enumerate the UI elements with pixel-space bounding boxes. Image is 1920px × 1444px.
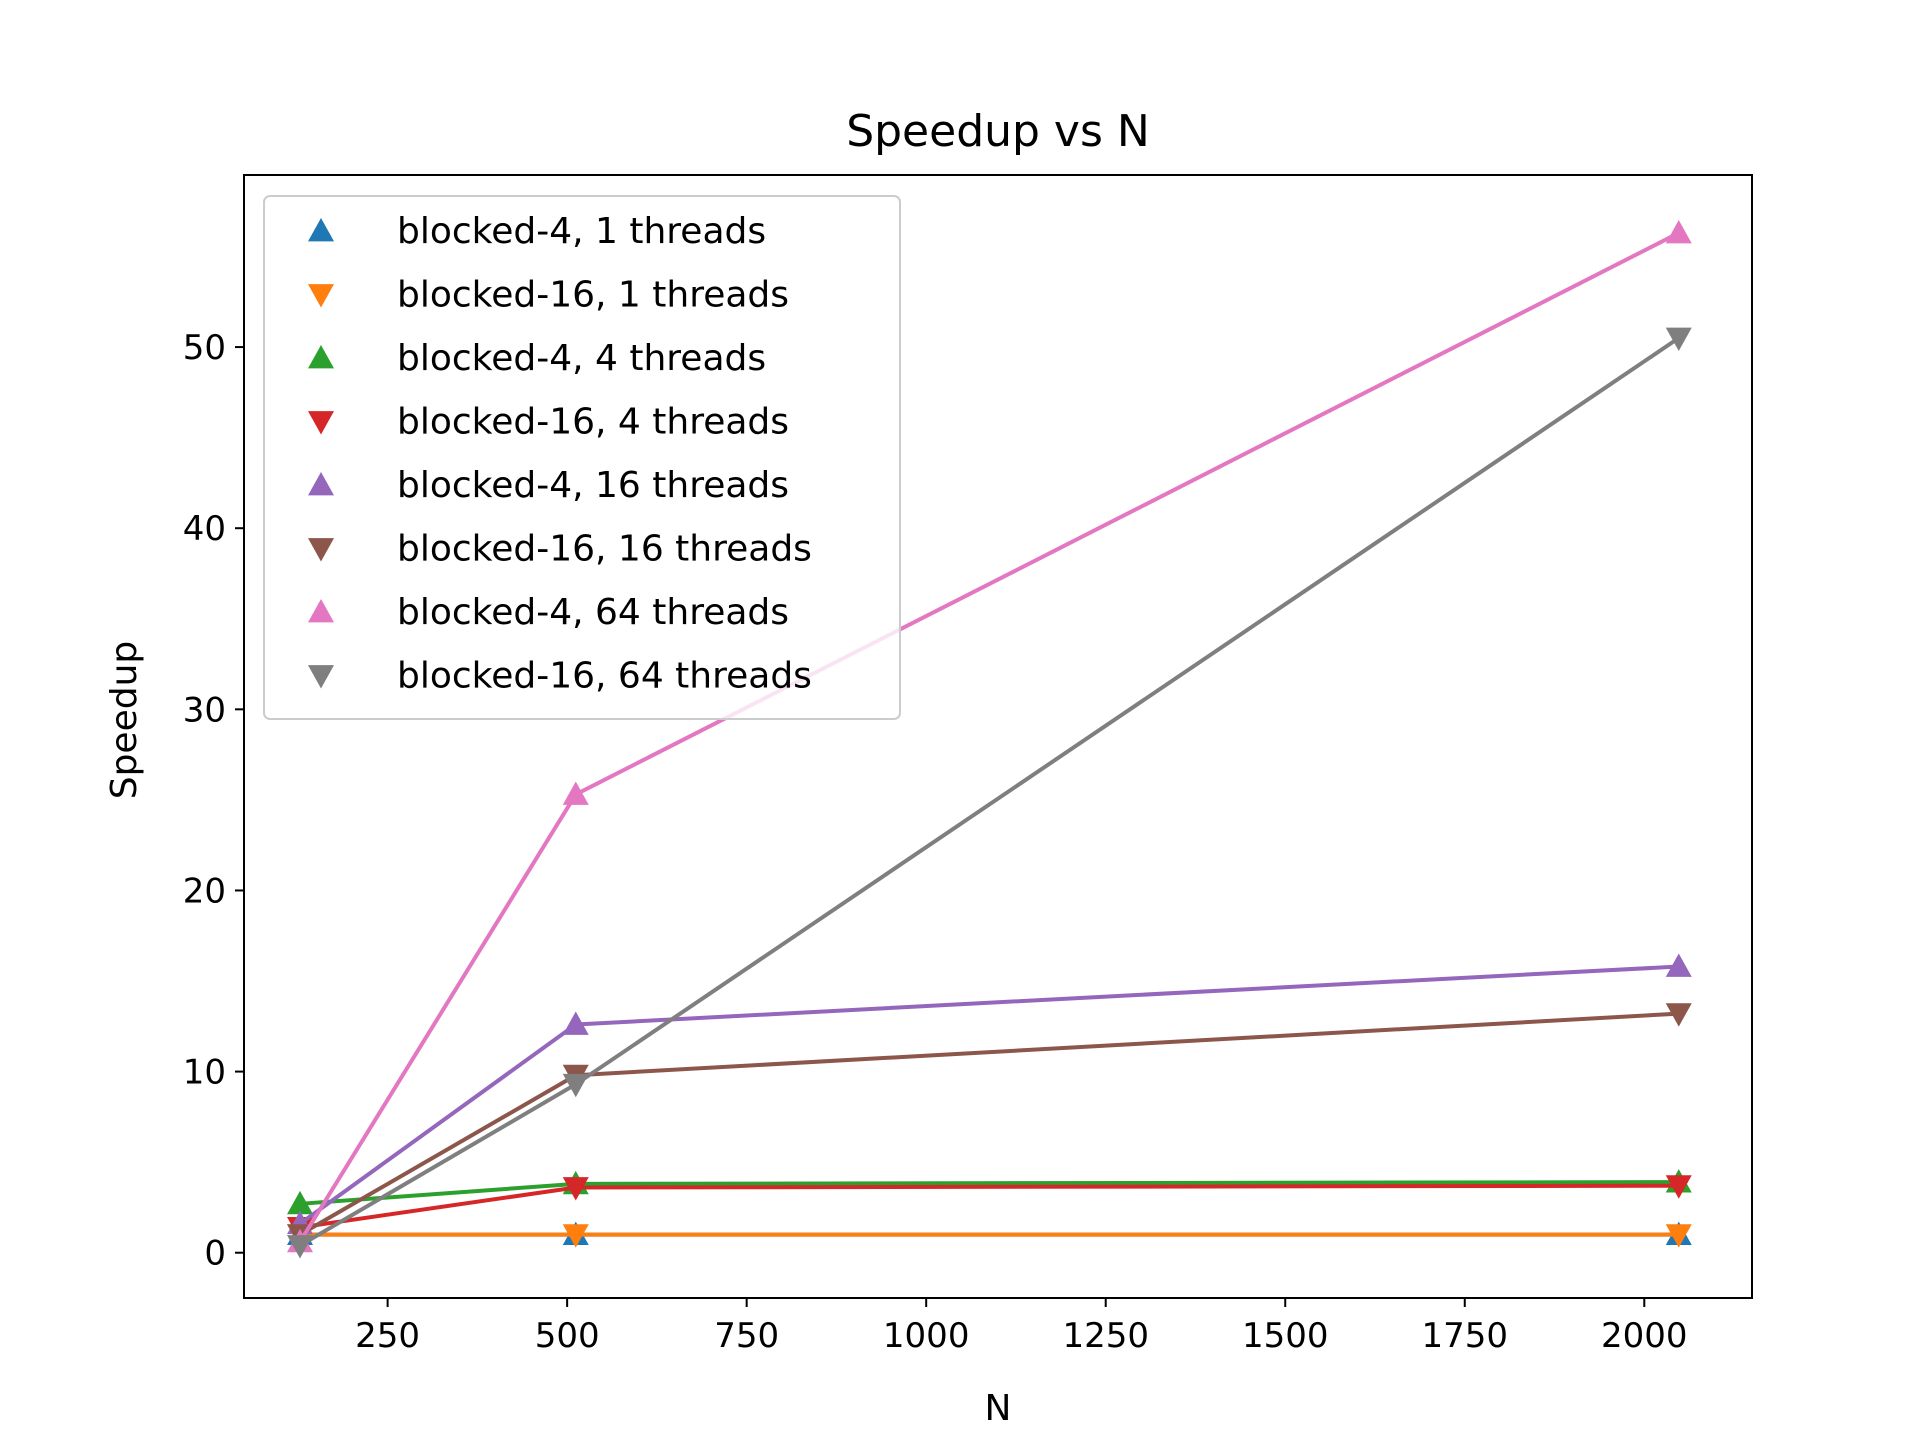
legend-entry: blocked-16, 1 threads [308,275,789,316]
legend-label: blocked-4, 64 threads [397,592,789,633]
plot-area [287,219,1692,1259]
x-tick-label: 1750 [1421,1316,1508,1356]
data-point [1665,219,1692,244]
data-point [1665,953,1692,977]
legend-entry: blocked-4, 4 threads [308,338,766,379]
axes: 250 500 750 1000 1250 1500 1750 2000 0 10 20 30 40 50 [183,174,1753,1356]
data-point [287,1235,314,1259]
legend-entry: blocked-16, 16 threads [308,529,812,570]
legend-entry: blocked-16, 64 threads [308,656,812,697]
x-tick-label: 250 [355,1316,420,1356]
chart-title: Speedup vs N [846,106,1150,157]
legend-marker [308,665,334,689]
y-tick-label: 10 [183,1053,226,1093]
legend-marker [308,411,334,435]
y-tick-label: 20 [183,871,226,911]
x-axis-label: N [985,1388,1012,1429]
legend-marker [308,345,334,369]
legend-marker [308,472,334,496]
data-point [1665,1224,1692,1248]
axes-frame [243,174,1753,1299]
data-point [287,1190,314,1215]
x-tick-label: 1000 [883,1316,970,1356]
legend-entry: blocked-4, 1 threads [308,211,766,252]
legend-label: blocked-4, 1 threads [397,211,766,252]
data-point [562,1011,589,1035]
x-tick-label: 1250 [1062,1316,1149,1356]
data-point [562,1224,589,1248]
legend-marker [308,538,334,562]
legend-marker [308,284,334,308]
legend-label: blocked-16, 4 threads [397,402,789,443]
data-point [1665,327,1692,352]
legend-marker [308,218,334,242]
legend-entry: blocked-4, 64 threads [308,592,789,633]
legend-entry: blocked-4, 16 threads [308,465,789,506]
y-axis-label: Speedup [104,641,145,800]
data-point [562,1177,589,1201]
legend-label: blocked-16, 64 threads [397,656,812,697]
y-tick-label: 0 [204,1234,226,1274]
data-point [1665,1175,1692,1199]
legend-label: blocked-16, 1 threads [397,275,789,316]
x-tick-label: 1500 [1242,1316,1329,1356]
x-tick-label: 750 [714,1316,779,1356]
legend-box [263,195,901,720]
data-point [1665,1003,1692,1027]
y-tick-label: 30 [183,690,226,730]
y-tick-label: 50 [183,328,226,368]
x-tick-label: 2000 [1601,1316,1688,1356]
data-point [562,781,589,805]
legend: blocked-4, 1 threads blocked-16, 1 thread… [263,195,901,720]
data-point [562,1073,589,1098]
series-8 [287,327,1692,1259]
legend-label: blocked-4, 4 threads [397,338,766,379]
x-tick-label: 500 [535,1316,600,1356]
legend-entry: blocked-16, 4 threads [308,402,789,443]
legend-label: blocked-4, 16 threads [397,465,789,506]
y-tick-label: 40 [183,509,226,549]
legend-marker [308,599,334,623]
legend-label: blocked-16, 16 threads [397,529,812,570]
